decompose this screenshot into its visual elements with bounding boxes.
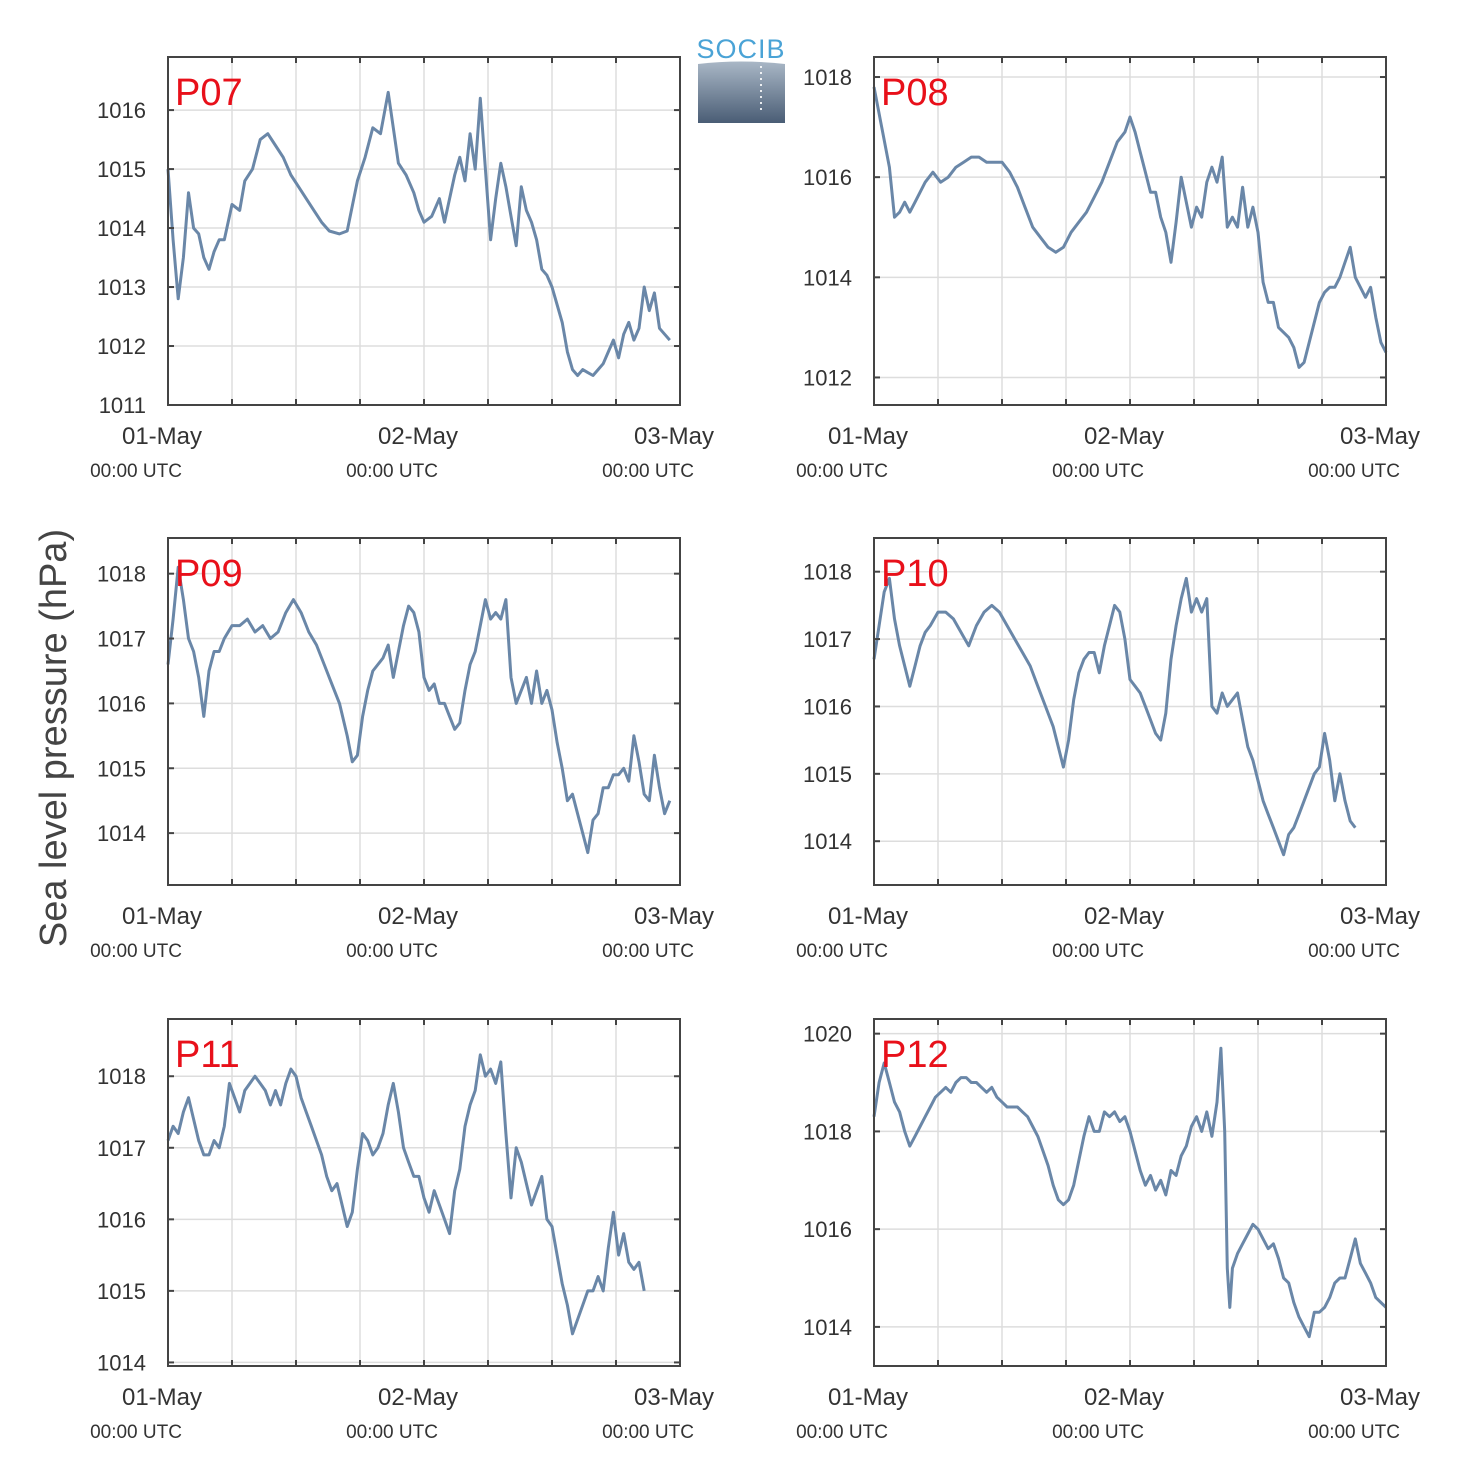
x-tick-time-label: 00:00 UTC — [1052, 1422, 1144, 1443]
x-tick-time-label: 00:00 UTC — [346, 941, 438, 962]
y-tick-label: 1016 — [803, 1217, 852, 1242]
pressure-series-line — [166, 1053, 646, 1336]
y-tick-label: 1015 — [97, 756, 146, 781]
x-tick-time-label: 00:00 UTC — [346, 1422, 438, 1443]
pressure-series-line — [166, 90, 671, 377]
x-tick-time-label: 00:00 UTC — [602, 941, 694, 962]
station-label: P09 — [175, 553, 243, 595]
x-tick-date-label: 01-May — [122, 903, 202, 930]
x-tick-date-label: 01-May — [122, 1384, 202, 1411]
y-tick-label: 1017 — [97, 1136, 146, 1161]
x-tick-time-label: 00:00 UTC — [796, 941, 888, 962]
socib-logo: SOCIB — [696, 34, 785, 123]
panel-p11: 1014 1015 1016 1017 1018 01-May 00:00 UTC 02-Ma… — [90, 1018, 714, 1443]
y-tick-label: 1016 — [803, 694, 852, 719]
x-tick-time-label: 00:00 UTC — [346, 461, 438, 482]
y-tick-label: 1014 — [97, 216, 146, 241]
x-tick-date-label: 02-May — [378, 903, 458, 930]
x-tick-date-label: 03-May — [1340, 1384, 1420, 1411]
y-tick-label: 1020 — [803, 1022, 852, 1047]
x-tick-date-label: 03-May — [634, 903, 714, 930]
x-tick-date-label: 01-May — [828, 903, 908, 930]
station-label: P10 — [881, 553, 949, 595]
station-label: P12 — [881, 1034, 949, 1076]
y-tick-label: 1013 — [97, 275, 146, 300]
x-tick-time-label: 00:00 UTC — [90, 941, 182, 962]
pressure-series-line — [872, 86, 1388, 369]
pressure-series-line — [166, 565, 672, 855]
x-tick-time-label: 00:00 UTC — [602, 461, 694, 482]
pressure-series-line — [872, 1046, 1388, 1339]
x-tick-date-label: 02-May — [1084, 903, 1164, 930]
y-tick-label: 1014 — [97, 821, 146, 846]
y-tick-label: 1015 — [97, 1279, 146, 1304]
x-tick-date-label: 02-May — [378, 1384, 458, 1411]
y-tick-label: 1016 — [97, 1207, 146, 1232]
x-tick-date-label: 01-May — [828, 1384, 908, 1411]
x-tick-date-label: 02-May — [1084, 1384, 1164, 1411]
x-tick-time-label: 00:00 UTC — [1052, 461, 1144, 482]
x-tick-time-label: 00:00 UTC — [1308, 461, 1400, 482]
y-axis-label: Sea level pressure (hPa) — [33, 529, 75, 947]
pressure-series-line — [872, 576, 1357, 857]
x-tick-date-label: 03-May — [1340, 423, 1420, 450]
y-tick-label: 1018 — [97, 1064, 146, 1089]
y-tick-label: 1018 — [803, 1119, 852, 1144]
y-tick-label: 1015 — [803, 762, 852, 787]
y-tick-label: 1012 — [97, 334, 146, 359]
y-tick-label: 1015 — [97, 157, 146, 182]
panel-p10: 1014 1015 1016 1017 1018 01-May 00:00 UTC 02-Ma… — [796, 537, 1420, 962]
panel-p08: 1012 1014 1016 1018 01-May 00:00 UTC 02-May 00:… — [796, 56, 1420, 482]
y-tick-label: 1017 — [97, 627, 146, 652]
x-tick-date-label: 03-May — [1340, 903, 1420, 930]
x-tick-time-label: 00:00 UTC — [90, 461, 182, 482]
panel-p09: 1014 1015 1016 1017 1018 01-May 00:00 UTC 02-Ma… — [90, 537, 714, 962]
y-tick-label: 1017 — [803, 627, 852, 652]
socib-logo-text: SOCIB — [696, 34, 785, 64]
station-label: P08 — [881, 72, 949, 114]
x-tick-date-label: 01-May — [828, 423, 908, 450]
y-tick-label: 1012 — [803, 365, 852, 390]
panel-p07: 1011 1012 1013 1014 1015 1016 01-May 00:00 UTC 0… — [90, 56, 714, 482]
x-tick-date-label: 02-May — [378, 423, 458, 450]
y-tick-label: 1018 — [97, 562, 146, 587]
y-tick-label: 1018 — [803, 65, 852, 90]
station-label: P07 — [175, 72, 243, 114]
x-tick-time-label: 00:00 UTC — [1308, 941, 1400, 962]
x-tick-time-label: 00:00 UTC — [90, 1422, 182, 1443]
y-tick-label: 1014 — [803, 829, 852, 854]
y-tick-label: 1016 — [803, 165, 852, 190]
y-tick-label: 1014 — [97, 1350, 146, 1375]
station-label: P11 — [175, 1034, 240, 1076]
x-tick-time-label: 00:00 UTC — [796, 461, 888, 482]
x-tick-time-label: 00:00 UTC — [1052, 941, 1144, 962]
y-tick-label: 1014 — [803, 265, 852, 290]
x-tick-date-label: 02-May — [1084, 423, 1164, 450]
x-tick-time-label: 00:00 UTC — [602, 1422, 694, 1443]
y-tick-label: 1016 — [97, 98, 146, 123]
x-tick-time-label: 00:00 UTC — [1308, 1422, 1400, 1443]
panel-p12: 1014 1016 1018 1020 01-May 00:00 UTC 02-May 00:… — [796, 1018, 1420, 1443]
y-tick-label: 1011 — [99, 393, 146, 418]
x-tick-time-label: 00:00 UTC — [796, 1422, 888, 1443]
x-tick-date-label: 03-May — [634, 1384, 714, 1411]
y-tick-label: 1014 — [803, 1315, 852, 1340]
y-tick-label: 1018 — [803, 560, 852, 585]
x-tick-date-label: 01-May — [122, 423, 202, 450]
y-tick-label: 1016 — [97, 691, 146, 716]
x-tick-date-label: 03-May — [634, 423, 714, 450]
